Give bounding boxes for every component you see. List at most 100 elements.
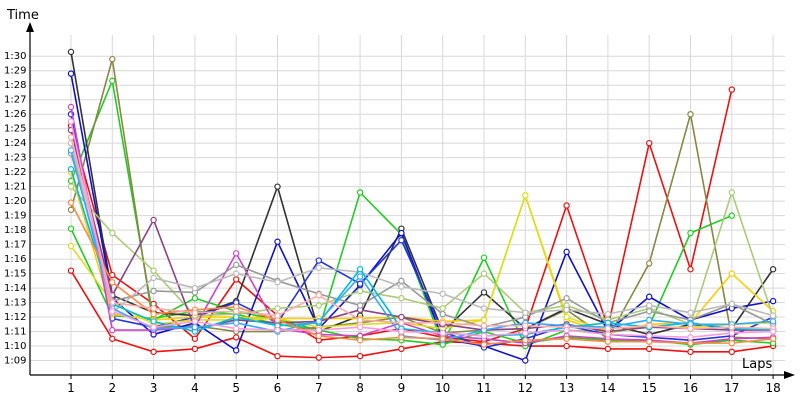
series-line <box>70 137 774 330</box>
data-point <box>480 332 488 340</box>
data-point <box>232 276 240 283</box>
data-point <box>398 295 405 302</box>
data-point <box>398 334 405 341</box>
data-point <box>604 310 612 318</box>
data-point <box>769 318 777 325</box>
x-tick-label: 7 <box>315 381 323 395</box>
data-point <box>687 309 694 316</box>
y-tick-label: 1:27 <box>4 95 26 106</box>
y-tick-label: 1:29 <box>4 66 26 77</box>
data-point <box>274 326 281 334</box>
data-point <box>522 337 529 344</box>
y-tick-label: 1:15 <box>4 269 26 280</box>
data-point <box>522 357 529 364</box>
data-point <box>150 305 157 312</box>
x-tick-label: 11 <box>476 381 491 395</box>
y-tick-label: 1:13 <box>4 298 26 309</box>
data-point <box>398 313 405 321</box>
x-tick-label: 8 <box>356 381 364 395</box>
data-point <box>604 325 612 332</box>
x-tick-label: 5 <box>232 381 240 395</box>
y-tick-label: 1:25 <box>4 124 26 135</box>
data-point <box>728 339 736 347</box>
data-point <box>274 352 281 360</box>
data-point <box>109 308 116 315</box>
data-point <box>232 270 240 277</box>
data-point <box>274 312 281 319</box>
data-point <box>191 295 199 302</box>
data-point <box>67 70 75 77</box>
series-line <box>70 202 774 346</box>
data-point <box>439 329 446 337</box>
data-point <box>728 329 736 337</box>
data-point <box>563 342 570 350</box>
data-point <box>439 319 446 327</box>
data-point <box>563 326 570 334</box>
y-tick-label: 1:12 <box>4 312 26 323</box>
y-tick-label: 1:28 <box>4 80 26 91</box>
data-point <box>150 267 157 274</box>
x-tick-label: 17 <box>724 381 739 395</box>
series-line <box>70 153 774 328</box>
x-tick-label: 4 <box>191 381 199 395</box>
data-point <box>232 261 240 269</box>
data-point <box>604 338 612 345</box>
data-point <box>563 248 570 256</box>
data-point <box>646 322 653 329</box>
data-point <box>67 199 75 206</box>
data-point <box>522 192 529 199</box>
series-19 <box>67 134 777 332</box>
y-tick-label: 1:20 <box>4 196 26 207</box>
data-point <box>398 345 405 353</box>
data-point <box>646 345 653 353</box>
x-tick-label: 6 <box>274 381 282 395</box>
data-point <box>356 323 364 331</box>
series-line <box>70 142 774 317</box>
data-point <box>109 77 116 85</box>
data-point <box>769 266 777 273</box>
y-tick-label: 1:11 <box>4 327 26 338</box>
data-point <box>232 308 240 315</box>
data-point <box>480 289 488 296</box>
x-tick-label: 13 <box>559 381 574 395</box>
data-point <box>769 335 777 342</box>
data-point <box>67 118 75 125</box>
x-tick-label: 2 <box>108 381 116 395</box>
data-point <box>67 166 75 173</box>
data-point <box>646 293 653 300</box>
y-tick-label: 1:16 <box>4 254 26 265</box>
data-point <box>150 274 157 282</box>
data-point <box>687 348 694 356</box>
series-line <box>70 114 774 349</box>
y-tick-label: 1:26 <box>4 109 26 120</box>
data-point <box>67 147 75 154</box>
y-tick-label: 1:10 <box>4 341 26 352</box>
data-point <box>728 86 736 93</box>
series-20 <box>67 118 777 341</box>
data-point <box>150 348 157 356</box>
axes <box>26 22 795 379</box>
series-line <box>70 51 774 336</box>
data-point <box>356 280 364 287</box>
series-line <box>70 270 774 359</box>
x-axis-title: Laps <box>742 357 772 372</box>
series-line <box>70 129 774 333</box>
data-point <box>687 339 694 347</box>
data-point <box>563 295 570 302</box>
x-axis-arrow <box>784 371 795 379</box>
data-point <box>356 266 364 273</box>
data-point <box>109 271 116 279</box>
data-point <box>315 354 322 361</box>
data-point <box>563 202 570 209</box>
data-point <box>67 242 75 250</box>
data-point <box>109 326 116 334</box>
data-point <box>398 229 405 237</box>
data-point <box>604 345 612 353</box>
series-line <box>70 121 774 339</box>
data-point <box>604 331 612 338</box>
series-layer <box>67 48 777 364</box>
data-point <box>439 335 446 342</box>
data-point <box>439 305 446 312</box>
data-point <box>315 302 322 309</box>
data-point <box>480 341 488 348</box>
